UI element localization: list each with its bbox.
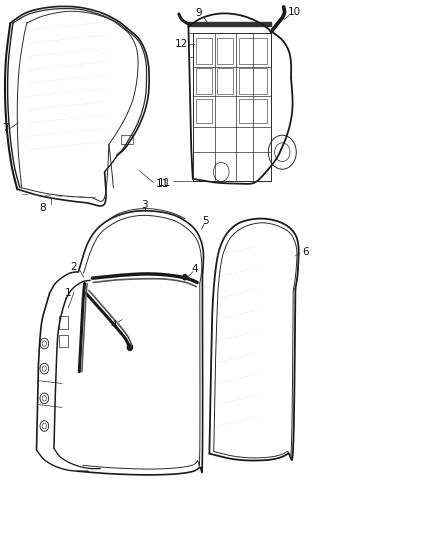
Bar xyxy=(196,99,212,123)
Text: 10: 10 xyxy=(287,7,300,18)
Circle shape xyxy=(183,274,187,280)
Bar xyxy=(239,99,267,123)
Text: 11: 11 xyxy=(155,179,169,189)
Text: 12: 12 xyxy=(175,39,188,49)
Text: 6: 6 xyxy=(302,247,309,256)
Circle shape xyxy=(127,344,133,351)
Bar xyxy=(239,38,267,64)
Bar xyxy=(217,68,233,94)
Text: 4: 4 xyxy=(192,264,198,273)
Bar xyxy=(196,38,212,64)
Bar xyxy=(217,38,233,64)
Text: 9: 9 xyxy=(196,8,202,18)
Text: 5: 5 xyxy=(203,216,209,226)
Text: 7: 7 xyxy=(2,123,8,133)
Text: 2: 2 xyxy=(71,262,78,271)
Text: 1: 1 xyxy=(65,288,72,298)
Text: 11: 11 xyxy=(157,177,171,188)
Bar xyxy=(196,68,212,94)
Text: 4: 4 xyxy=(111,320,117,330)
Text: 8: 8 xyxy=(39,203,46,213)
Bar xyxy=(239,68,267,94)
Text: 3: 3 xyxy=(141,200,148,210)
